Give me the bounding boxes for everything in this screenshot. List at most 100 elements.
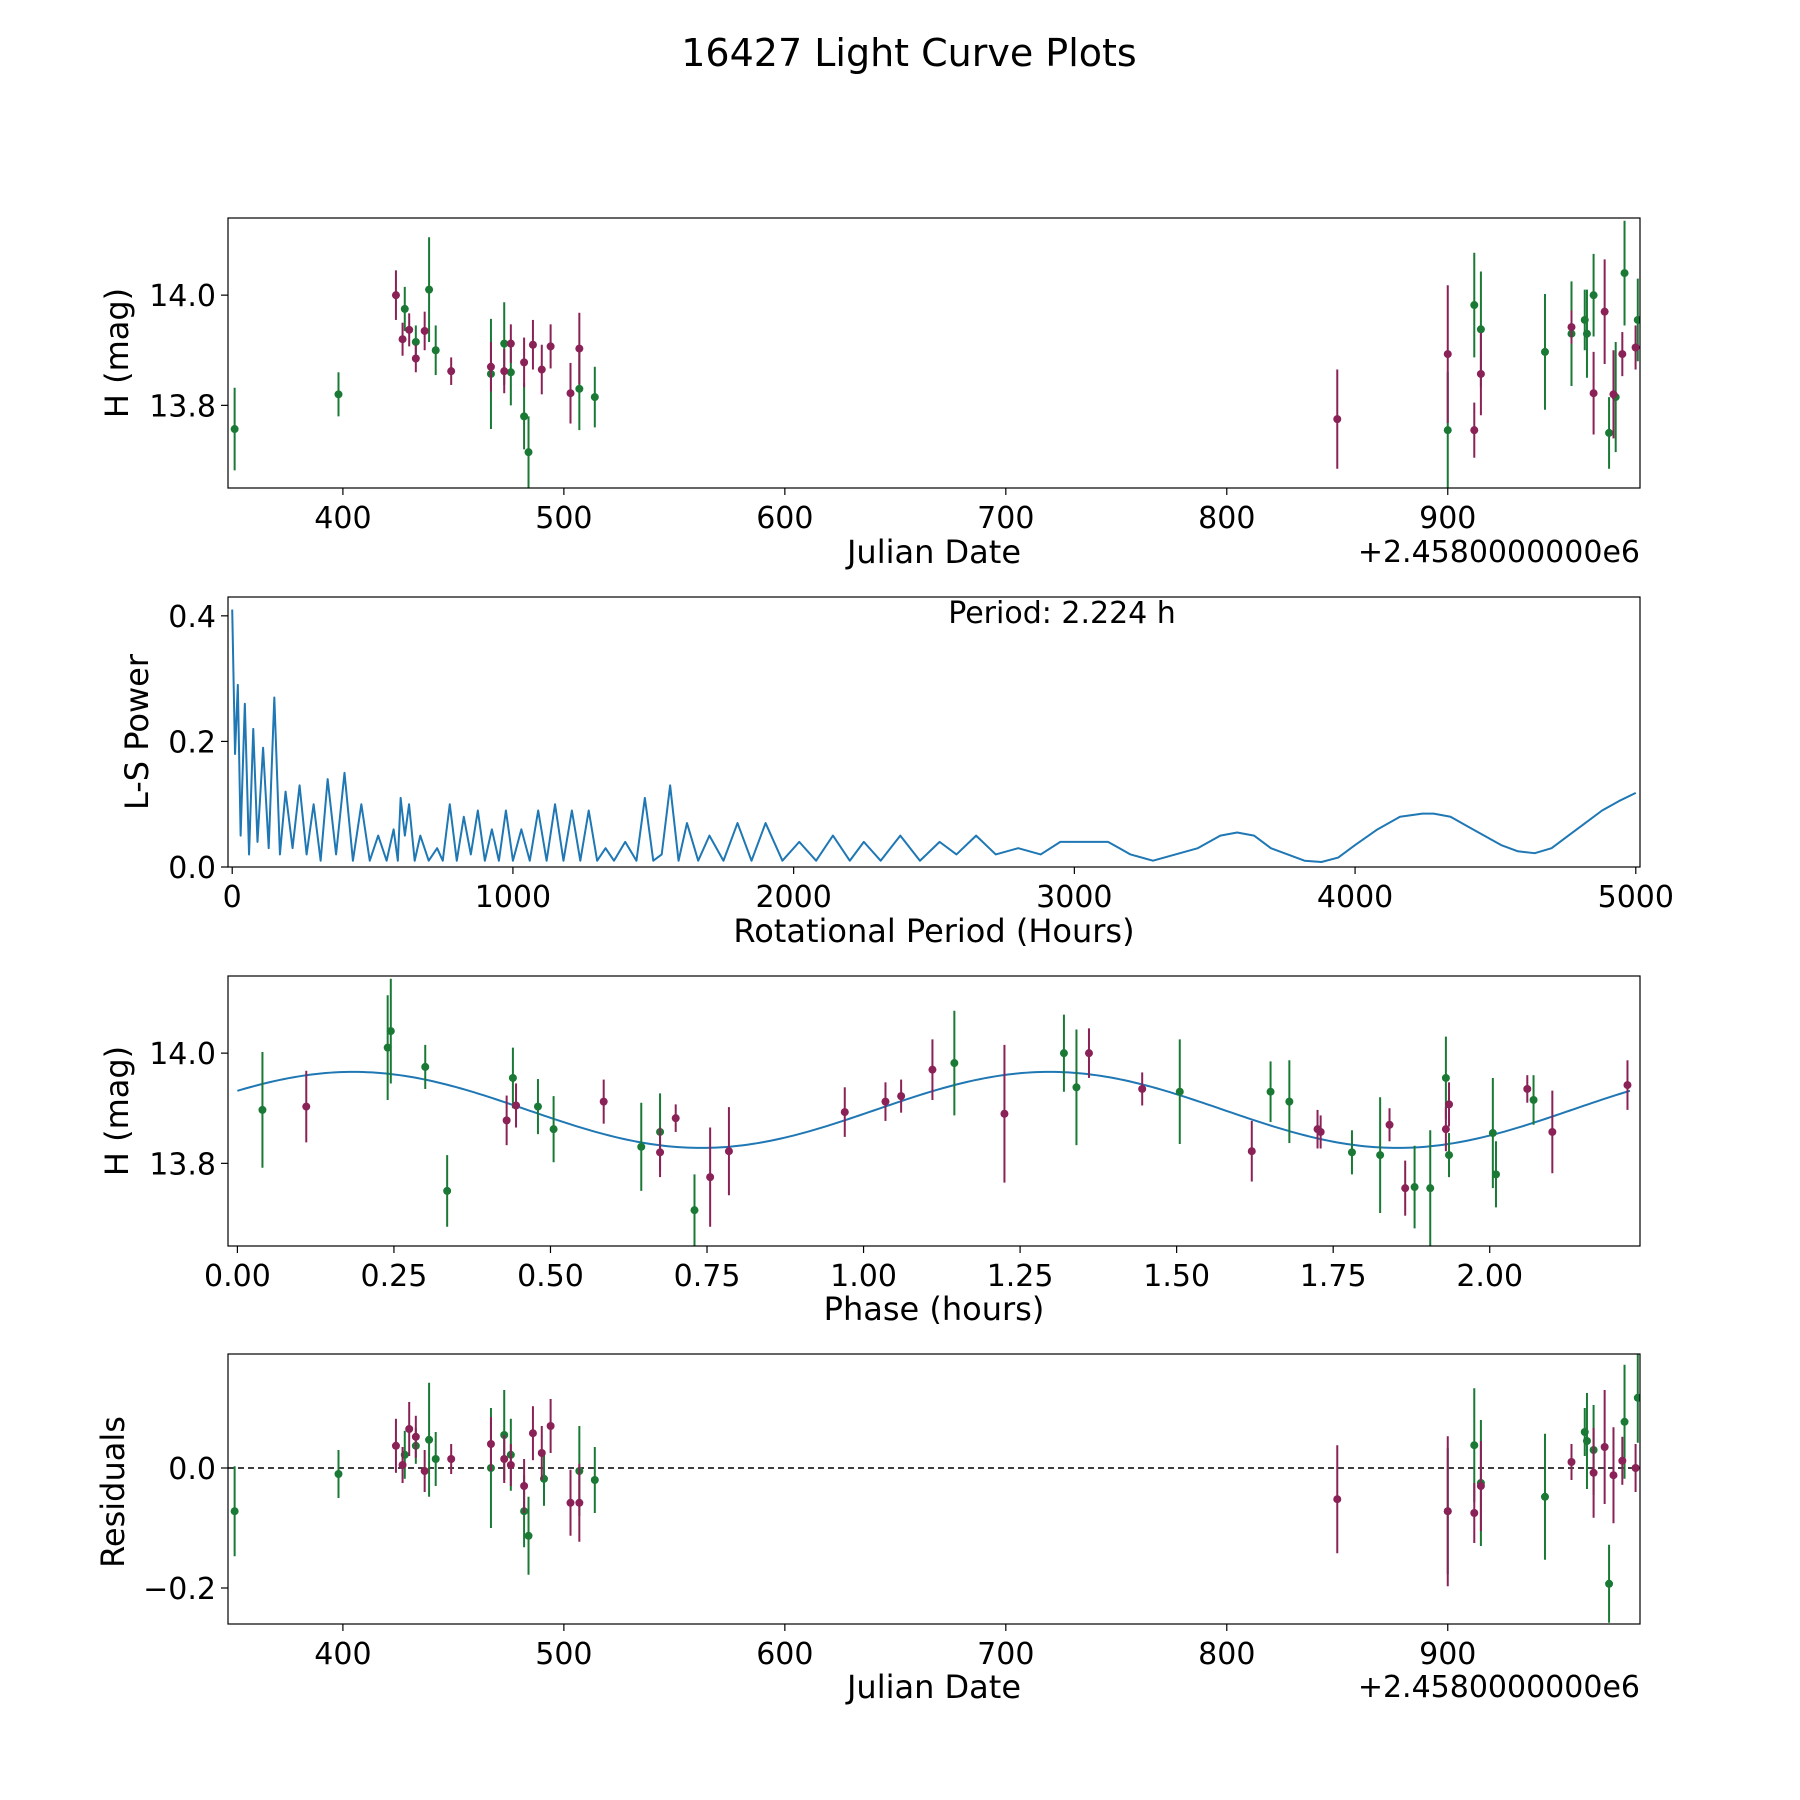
data-point-green [1376,1097,1385,1213]
point-marker [508,1073,517,1082]
data-point-maroon [1631,325,1640,370]
x-tick-label: 400 [314,1637,371,1672]
data-point-maroon [546,1399,555,1453]
x-tick-label: 600 [756,501,813,536]
data-point-green [1410,1145,1419,1229]
y-tick-label: 14.0 [149,1037,216,1072]
point-marker [258,1105,267,1114]
point-marker [520,412,529,421]
point-marker [400,304,409,313]
point-marker [1000,1109,1009,1118]
point-marker [1631,343,1640,352]
point-marker [1266,1087,1275,1096]
data-point-maroon [1618,1436,1627,1485]
point-marker [524,1531,533,1540]
data-point-maroon [1401,1160,1410,1216]
light-curve-ticks: 400 500 600 700 800 900 13.8 14.0 [149,279,1476,536]
x-tick-label: 0.25 [361,1259,428,1294]
point-marker [405,1425,414,1433]
point-marker [1633,315,1640,324]
point-marker [1523,1084,1532,1093]
x-tick-label: 500 [535,501,592,536]
data-point-green [443,1155,452,1227]
data-point-maroon [398,322,407,356]
data-point-maroon [1138,1072,1147,1106]
data-point-green [524,416,533,488]
panel-phased: 0.00 0.25 0.50 0.75 1.00 1.25 1.50 1.75 2.00 13.8… [98,975,1641,1328]
data-point-maroon [599,1079,608,1124]
data-point-green [1620,220,1629,326]
periodogram-line [231,609,1637,863]
point-marker [1333,415,1342,424]
data-point-maroon [1470,402,1479,458]
point-marker [1470,1441,1479,1450]
data-point-green [383,995,392,1100]
residuals-frame [227,1353,1641,1625]
point-marker [391,291,400,300]
data-point-green [950,1010,959,1116]
light-curve-frame [227,217,1641,489]
x-tick-label: 700 [977,1637,1034,1672]
data-point-green [1285,1060,1294,1143]
phased-ylabel: H (mag) [98,1046,136,1176]
point-marker [411,1432,420,1441]
light-curve-offset-text: +2.4580000000e6 [1358,535,1640,570]
data-point-maroon [1476,332,1485,416]
data-point-green [1582,289,1591,378]
data-point-maroon [1084,1028,1093,1078]
data-point-maroon [1443,285,1452,423]
data-point-maroon [1589,1427,1598,1518]
data-point-green [520,383,529,450]
point-marker [928,1065,937,1074]
data-point-maroon [405,313,414,347]
data-point-maroon [1445,1082,1454,1127]
point-marker [425,1435,434,1444]
data-point-maroon [537,344,546,395]
point-marker [599,1097,608,1106]
data-point-maroon [1567,310,1576,344]
point-marker [1476,325,1485,334]
data-point-green [1470,252,1479,358]
light-curve-ylabel: H (mag) [98,288,136,418]
point-marker [706,1173,715,1182]
point-marker [1491,1170,1500,1179]
y-tick-label: 0.4 [168,600,216,635]
data-point-maroon [411,344,420,373]
point-marker [1401,1184,1410,1193]
data-point-green [690,1174,699,1246]
point-marker [405,325,414,334]
data-point-maroon [1476,1441,1485,1531]
point-marker [1609,390,1618,399]
point-marker [1582,329,1591,338]
periodogram-xlabel: Rotational Period (Hours) [733,912,1134,950]
data-point-maroon [881,1082,890,1121]
data-point-green [1426,1130,1435,1246]
point-marker [1441,1125,1450,1134]
point-marker [398,335,407,344]
point-marker [575,344,584,353]
data-point-maroon [656,1127,665,1178]
point-marker [425,285,434,294]
point-marker [1426,1184,1435,1193]
data-point-green [524,1496,533,1575]
y-tick-label: 0.0 [168,851,216,886]
point-marker [334,1470,343,1478]
point-marker [1476,369,1485,378]
residuals-offset-text: +2.4580000000e6 [1358,1670,1640,1705]
point-marker [1540,1492,1549,1501]
point-marker [1470,301,1479,310]
data-point-green [590,366,599,428]
data-point-maroon [1618,332,1627,377]
data-point-maroon [1000,1044,1009,1183]
data-point-green [334,372,343,417]
data-point-green [1488,1077,1497,1189]
data-point-maroon [566,362,575,424]
point-marker [1618,1456,1627,1465]
data-point-green [508,1047,517,1109]
point-marker [897,1092,906,1101]
point-marker [1285,1097,1294,1106]
data-point-maroon [1333,1445,1342,1554]
point-marker [1631,1464,1640,1472]
periodogram-ylabel: L-S Power [118,653,156,810]
point-marker [486,1440,495,1448]
